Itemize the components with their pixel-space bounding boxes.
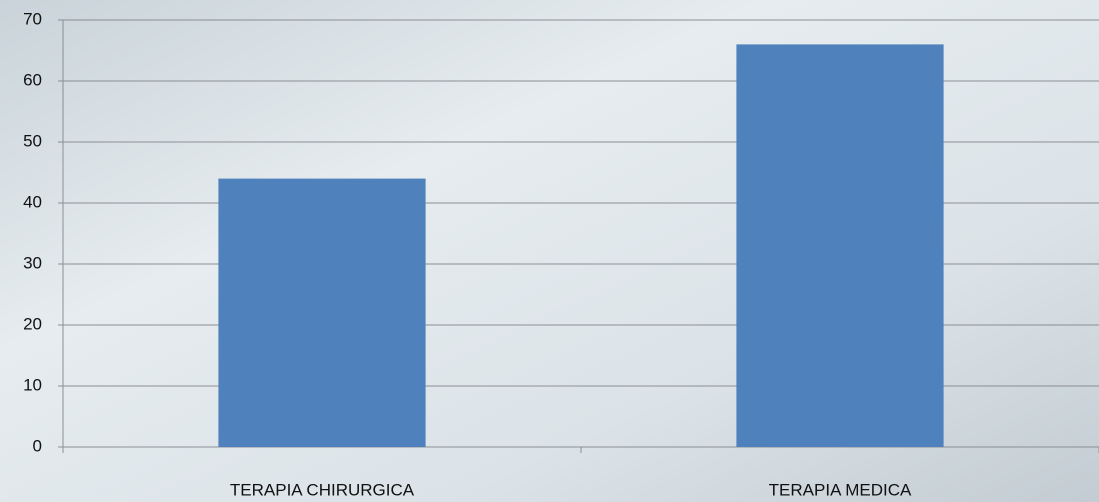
y-tick-label: 40	[23, 192, 42, 211]
y-tick-label: 70	[23, 9, 42, 28]
y-tick-label: 20	[23, 314, 42, 333]
y-tick-label: 60	[23, 70, 42, 89]
bar	[218, 178, 426, 447]
y-tick-label: 50	[23, 131, 42, 150]
bar	[736, 44, 944, 448]
y-tick-label: 10	[23, 375, 42, 394]
x-tick-label: TERAPIA CHIRURGICA	[230, 480, 415, 499]
y-tick-label: 30	[23, 253, 42, 272]
y-tick-label: 0	[33, 436, 42, 455]
x-tick-label: TERAPIA MEDICA	[769, 480, 912, 499]
